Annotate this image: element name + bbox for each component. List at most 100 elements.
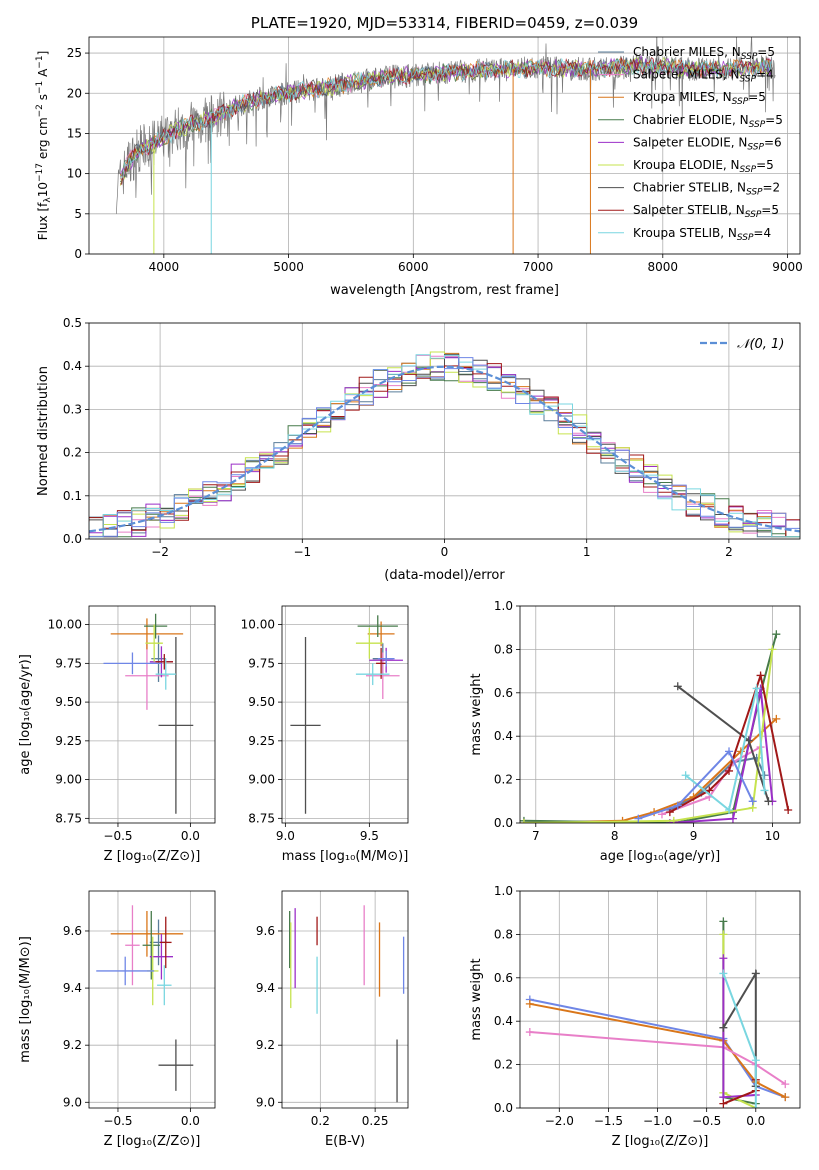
weight-line bbox=[637, 749, 754, 820]
x-tick-label: 9.5 bbox=[360, 829, 379, 843]
x-tick-label: 7000 bbox=[523, 260, 554, 274]
weight-marker bbox=[768, 645, 777, 654]
x-tick-label: 5000 bbox=[273, 260, 304, 274]
errorbar-point bbox=[355, 627, 383, 659]
weight-line bbox=[529, 1031, 786, 1085]
errorbar-point bbox=[125, 905, 140, 986]
gaussian-curve bbox=[89, 365, 800, 533]
weight-marker bbox=[781, 1080, 790, 1089]
weight-marker bbox=[525, 999, 534, 1008]
x-tick-label: 9 bbox=[690, 829, 698, 843]
legend-entry: 𝒩(0, 1) bbox=[737, 337, 784, 352]
y-tick-label: 9.2 bbox=[256, 1038, 275, 1052]
weight-marker bbox=[751, 1056, 760, 1065]
y-tick-label: 0.4 bbox=[494, 729, 513, 743]
y-tick-label: 20 bbox=[67, 86, 82, 100]
errorbar-point bbox=[144, 613, 168, 639]
weight-marker bbox=[669, 816, 678, 823]
y-tick-label: 0.4 bbox=[63, 359, 82, 373]
y-tick-label: 0.8 bbox=[494, 927, 513, 941]
x-tick-label: 8000 bbox=[648, 260, 679, 274]
x-tick-label: 9.0 bbox=[276, 829, 295, 843]
y-tick-label: 9.0 bbox=[63, 1095, 82, 1109]
x-axis-label: (data-model)/error bbox=[384, 568, 505, 583]
errorbar-point bbox=[157, 965, 172, 1006]
errorbar-point bbox=[377, 650, 395, 667]
weight-line bbox=[669, 688, 774, 823]
x-tick-label: 0 bbox=[441, 545, 449, 559]
plot-area bbox=[520, 630, 793, 823]
legend-entry: Kroupa STELIB, NSSP=4 bbox=[633, 226, 771, 243]
axes-frame bbox=[88, 605, 216, 824]
x-tick-label: 0.0 bbox=[181, 829, 200, 843]
x-axis-label: E(B-V) bbox=[325, 1134, 365, 1149]
x-tick-label: 2 bbox=[725, 545, 733, 559]
legend-entry: Chabrier STELIB, NSSP=2 bbox=[633, 181, 780, 198]
weight-marker bbox=[772, 630, 781, 639]
weight-marker bbox=[751, 969, 760, 978]
panel-weight_vs_age: 7 8 9 10 0.0 0.2 0.4 0.6 0.8 1.0 age [log₁₀(age/yr… bbox=[469, 599, 801, 864]
x-tick-label: 0.2 bbox=[311, 1114, 330, 1128]
errorbar-point bbox=[158, 1039, 194, 1091]
errorbar-point bbox=[142, 910, 160, 980]
weight-marker bbox=[756, 671, 765, 680]
y-tick-label: 0.1 bbox=[63, 489, 82, 503]
x-tick-label: 10 bbox=[765, 829, 780, 843]
panel-spectrum: 4000 5000 6000 7000 8000 9000 0 5 10 15 20 25 PLATE=… bbox=[35, 14, 803, 298]
axes-frame bbox=[281, 605, 409, 824]
panel-age_vs_Z: −0.5 0.0 8.75 9.00 9.25 9.50 9.75 10.00 Z [log₁₀… bbox=[18, 605, 216, 864]
spectrum-model-line bbox=[119, 57, 772, 180]
chart-title: PLATE=1920, MJD=53314, FIBERID=0459, z=0… bbox=[251, 14, 638, 32]
plot-area bbox=[289, 905, 405, 1103]
x-tick-label: −2.0 bbox=[545, 1114, 574, 1128]
weight-marker bbox=[752, 684, 761, 693]
weight-marker bbox=[665, 808, 674, 817]
y-tick-label: 9.00 bbox=[55, 773, 82, 787]
y-tick-label: 8.75 bbox=[55, 811, 82, 825]
legend-entry: Kroupa MILES, NSSP=5 bbox=[633, 90, 766, 107]
y-tick-label: 9.50 bbox=[55, 695, 82, 709]
y-tick-label: 10.00 bbox=[241, 618, 275, 632]
x-tick-label: 7 bbox=[532, 829, 540, 843]
y-axis-label: mass weight bbox=[469, 673, 484, 755]
weight-marker bbox=[719, 1023, 728, 1032]
x-axis-label: Z [log₁₀(Z/Z⊙)] bbox=[612, 1134, 709, 1149]
x-axis-label: mass [log₁₀(M/M⊙)] bbox=[282, 849, 409, 864]
legend-entry: Kroupa ELODIE, NSSP=5 bbox=[633, 158, 774, 175]
x-tick-label: 0.25 bbox=[362, 1114, 389, 1128]
errorbar-point bbox=[96, 956, 155, 986]
y-tick-label: 9.50 bbox=[248, 695, 275, 709]
y-tick-label: 9.6 bbox=[63, 924, 82, 938]
y-tick-label: 0.0 bbox=[494, 816, 513, 830]
plot-area bbox=[525, 917, 790, 1108]
legend-entry: Salpeter MILES, NSSP=4 bbox=[633, 68, 774, 85]
weight-marker bbox=[719, 930, 728, 939]
errorbar-point bbox=[357, 615, 398, 637]
y-tick-label: 0.2 bbox=[63, 446, 82, 460]
y-tick-label: 5 bbox=[74, 207, 82, 221]
weight-marker bbox=[748, 797, 757, 806]
y-tick-label: 0.0 bbox=[63, 532, 82, 546]
x-tick-label: 6000 bbox=[398, 260, 429, 274]
weight-line bbox=[529, 1002, 786, 1099]
y-tick-label: 9.75 bbox=[248, 656, 275, 670]
x-tick-label: −0.5 bbox=[692, 1114, 721, 1128]
axes-frame bbox=[519, 890, 801, 1109]
y-tick-label: 9.75 bbox=[55, 656, 82, 670]
x-tick-label: −1 bbox=[293, 545, 311, 559]
x-tick-label: −1.5 bbox=[594, 1114, 623, 1128]
errorbar-point bbox=[110, 910, 184, 957]
y-tick-label: 0.6 bbox=[494, 686, 513, 700]
y-tick-label: 15 bbox=[67, 126, 82, 140]
plot-area bbox=[89, 351, 800, 538]
plot-area bbox=[290, 615, 403, 814]
weight-marker bbox=[719, 954, 728, 963]
weight-marker bbox=[719, 969, 728, 978]
y-tick-label: 0.6 bbox=[494, 971, 513, 985]
x-axis-label: Z [log₁₀(Z/Z⊙)] bbox=[104, 849, 201, 864]
x-tick-label: −1.0 bbox=[643, 1114, 672, 1128]
spectrum-model-line bbox=[120, 56, 772, 185]
x-axis-label: age [log₁₀(age/yr)] bbox=[600, 849, 721, 864]
errorbar-point bbox=[110, 618, 184, 650]
